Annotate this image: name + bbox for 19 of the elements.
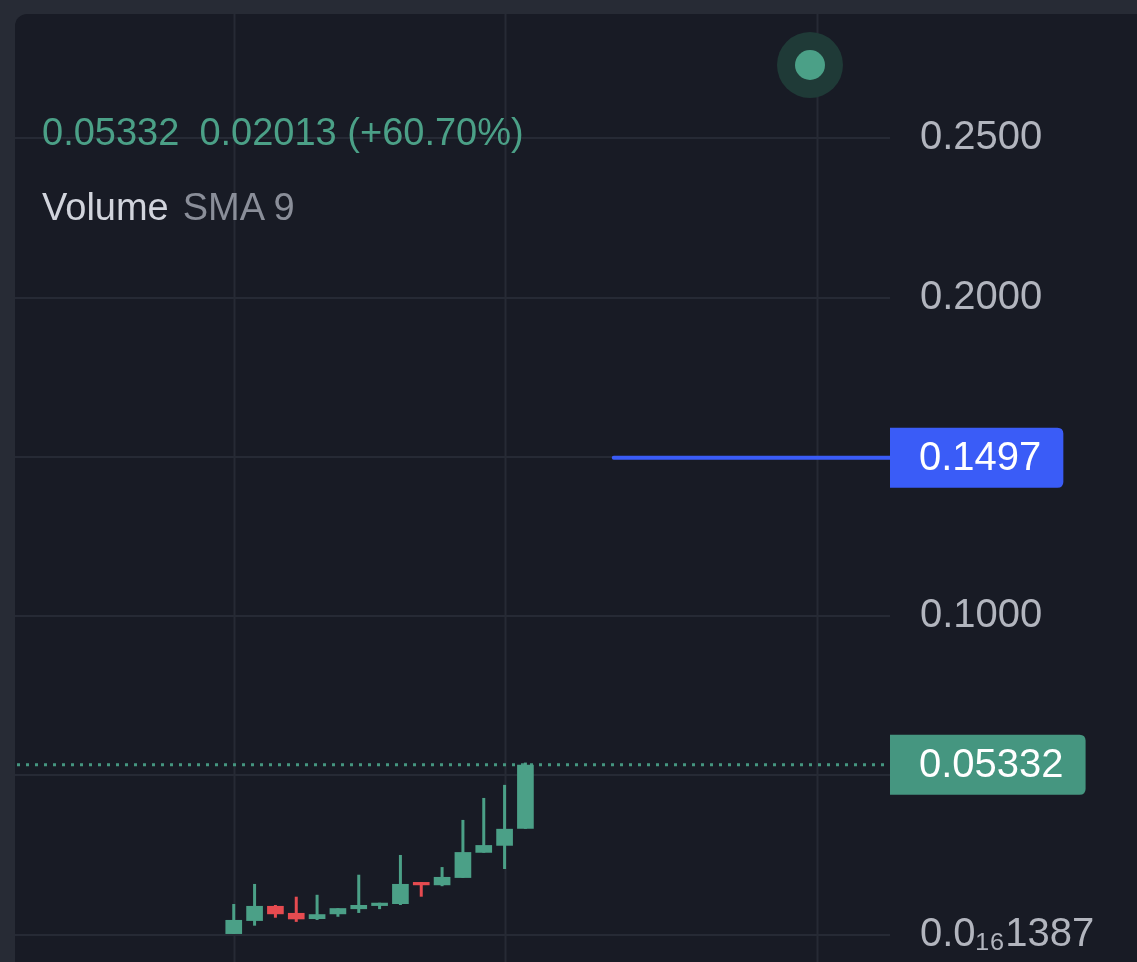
y-tick-label: 0.0₁₆1387: [920, 909, 1095, 954]
candlestick: [496, 783, 513, 869]
ref-line-label: 0.05332: [919, 740, 1064, 785]
candlestick: [246, 883, 263, 926]
annotation: 0.05332: [42, 111, 180, 153]
annotation: Volume: [42, 186, 169, 228]
candlestick: [433, 867, 451, 888]
ref-line-label: 0.1497: [919, 433, 1042, 478]
candlestick: [392, 854, 409, 905]
y-tick-label: 0.2000: [920, 272, 1043, 317]
annotation: SMA 9: [182, 186, 295, 228]
annotation: 0.02013 (+60.70%): [199, 111, 524, 153]
y-tick-label: 0.2500: [920, 113, 1043, 158]
y-tick-label: 0.1000: [920, 591, 1043, 636]
candlestick: [475, 796, 493, 853]
candlestick: [287, 896, 305, 922]
candlestick: [308, 893, 326, 920]
candlestick: [225, 904, 243, 934]
candlestick: [350, 874, 368, 913]
